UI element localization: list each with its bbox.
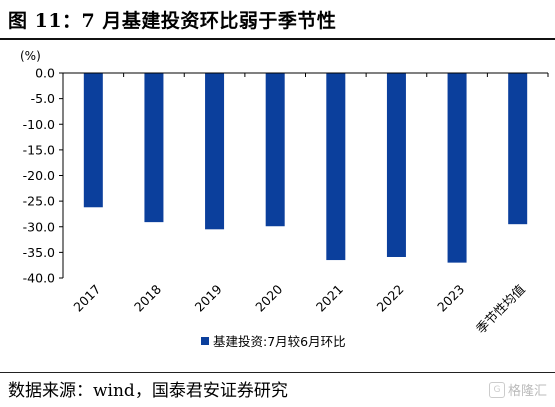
source-divider: [0, 372, 555, 373]
legend-label: 基建投资:7月较6月环比: [213, 334, 346, 349]
x-tick-label: 2017: [70, 282, 103, 315]
title-divider: [0, 38, 555, 40]
watermark: G 格隆汇: [488, 380, 547, 399]
watermark-logo-icon: G: [488, 381, 505, 398]
bar-2021: [326, 73, 346, 261]
y-tick-label: 0.0: [35, 66, 55, 81]
x-tick-label: 2021: [313, 282, 346, 315]
y-tick-label: -20.0: [23, 168, 55, 183]
y-tick-label: -5.0: [31, 91, 55, 106]
figure-header: 图 11：7 月基建投资环比弱于季节性: [0, 0, 555, 38]
source-note: 数据来源：wind，国泰君安证券研究: [8, 381, 288, 401]
y-tick-label: -30.0: [23, 219, 55, 234]
x-tick-label: 2022: [373, 282, 406, 315]
y-tick-label: -10.0: [23, 117, 55, 132]
y-tick-label: -35.0: [23, 245, 55, 260]
legend: 基建投资:7月较6月环比: [201, 334, 346, 349]
x-tick-label: 2023: [434, 282, 467, 315]
x-tick-label: 2018: [131, 281, 164, 314]
figure-title: 图 11：7 月基建投资环比弱于季节性: [8, 10, 337, 32]
bar-2020: [265, 73, 285, 227]
y-tick-label: -25.0: [23, 194, 55, 209]
legend-swatch: [201, 337, 209, 345]
x-tick-label: 季节性均值: [473, 282, 528, 337]
watermark-text: 格隆汇: [507, 384, 547, 399]
bar-2023: [447, 73, 467, 263]
bar-2017: [83, 73, 103, 208]
y-axis: 0.0 -5.0 -10.0 -15.0 -20.0 -25.0 -30.0 -35.0 -40…: [23, 66, 64, 286]
x-tick-label: 2020: [252, 281, 285, 314]
bar-2018: [144, 73, 164, 223]
bar-2019: [205, 73, 225, 230]
y-tick-label: -40.0: [23, 271, 55, 286]
x-axis: 2017 2018 2019 2020 2021 2022 2023 季节性均值: [62, 72, 549, 337]
bars: [83, 73, 528, 263]
bar-chart: (%) 0.0 -5.0 -10.0 -15.0 -20.0 -25.0 -30.0 -35.…: [20, 49, 549, 349]
bar-季节性均值: [508, 73, 528, 225]
y-unit-label: (%): [20, 49, 41, 63]
x-tick-label: 2019: [192, 281, 225, 314]
bar-2022: [386, 73, 406, 257]
y-tick-label: -15.0: [23, 142, 55, 157]
